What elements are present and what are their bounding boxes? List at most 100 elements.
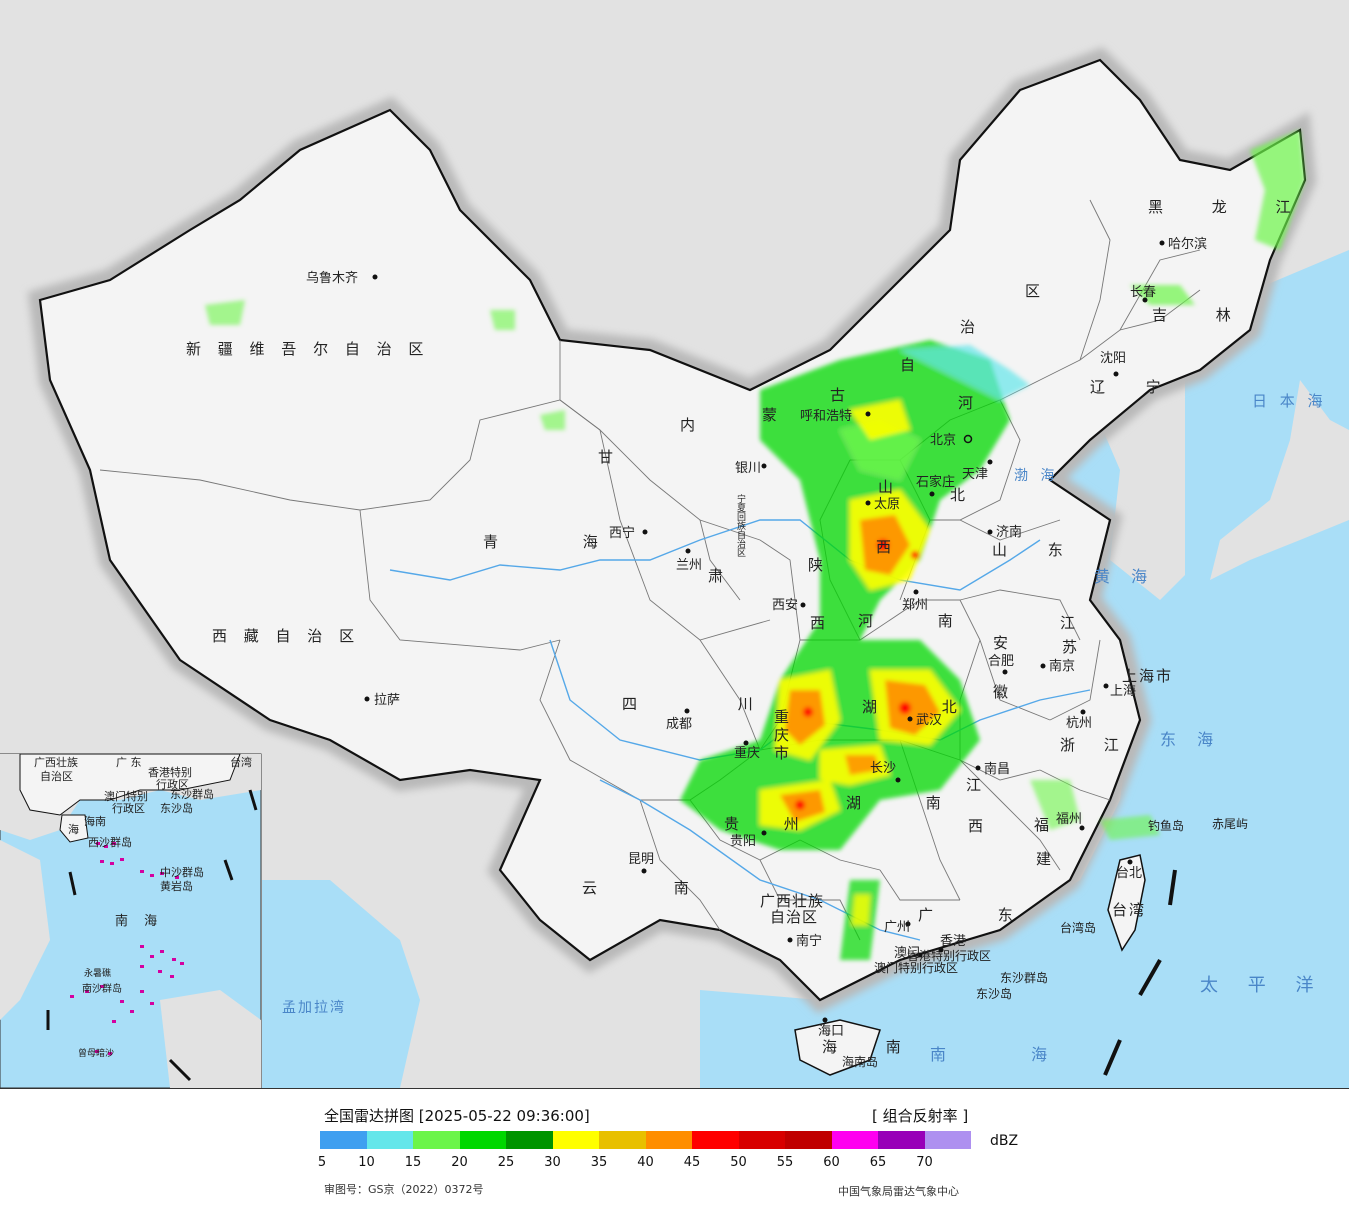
label-zi: 自 bbox=[900, 356, 921, 374]
south-china-sea-inset: 广西壮族 自治区 广 东 海南 海 香港特别 行政区 澳门特别 行政区 东沙群岛… bbox=[0, 753, 262, 1088]
city-changchun: 长春 bbox=[1130, 285, 1156, 300]
label-he: 河 bbox=[958, 394, 979, 412]
label-jiang-xi: 江 bbox=[966, 776, 987, 794]
city-fuzhou: 福州 bbox=[1056, 812, 1082, 827]
label-shandong: 山 东 bbox=[992, 541, 1081, 559]
label-guangxi: 广西壮族 bbox=[760, 892, 824, 910]
inset-label-dongsha: 东沙群岛 bbox=[170, 787, 214, 801]
island-hainan: 海南岛 bbox=[842, 1054, 878, 1069]
inset-label-zhongsha: 中沙群岛 bbox=[160, 865, 204, 879]
inset-label-hai: 海 bbox=[68, 822, 79, 836]
inset-label-guangdong: 广 东 bbox=[116, 756, 142, 769]
color-swatch bbox=[552, 1131, 599, 1149]
label-taiwan: 台湾 bbox=[1112, 901, 1146, 919]
scale-tick-label: 70 bbox=[916, 1155, 933, 1170]
city-nanning: 南宁 bbox=[796, 933, 822, 949]
label-zhejiang: 浙 江 bbox=[1060, 736, 1131, 754]
city-hohhot: 呼和浩特 bbox=[800, 409, 852, 424]
city-lanzhou: 兰州 bbox=[676, 558, 702, 573]
label-jian: 建 bbox=[1036, 850, 1057, 868]
inset-label-taiwan: 台湾 bbox=[230, 755, 252, 769]
label-gan: 甘 bbox=[598, 448, 619, 466]
city-urumqi: 乌鲁木齐 bbox=[306, 270, 358, 286]
inset-label-nansha: 南沙群岛 bbox=[82, 982, 122, 995]
inset-label-dongsha-dao: 东沙岛 bbox=[160, 801, 193, 815]
city-shijiazhuang: 石家庄 bbox=[916, 474, 955, 490]
inset-label-hk: 香港特别 bbox=[148, 765, 192, 779]
city-guiyang: 贵阳 bbox=[730, 834, 756, 849]
label-su: 肃 bbox=[708, 567, 729, 585]
label-hunan: 湖 南 bbox=[846, 794, 971, 812]
color-swatch bbox=[738, 1131, 785, 1149]
city-beijing: 北京 bbox=[930, 433, 956, 448]
label-su-js: 苏 bbox=[1062, 638, 1083, 656]
color-swatch bbox=[506, 1131, 553, 1149]
japan-land bbox=[1210, 380, 1349, 580]
legend-unit: dBZ bbox=[990, 1133, 1019, 1149]
label-an: 安 bbox=[993, 634, 1014, 652]
legend-product: [ 组合反射率 ] bbox=[872, 1107, 969, 1125]
city-taiyuan: 太原 bbox=[874, 497, 900, 512]
label-jilin: 吉 林 bbox=[1152, 306, 1253, 324]
label-guangxi-zzq: 自治区 bbox=[770, 908, 818, 926]
color-swatch bbox=[366, 1131, 413, 1149]
inset-label-guangxi: 广西壮族 bbox=[34, 755, 78, 769]
label-hubei: 湖 北 bbox=[862, 698, 987, 716]
island-dongsha-group: 东沙群岛 bbox=[1000, 970, 1048, 985]
label-shaan: 陕 bbox=[808, 556, 829, 574]
color-swatch bbox=[413, 1131, 460, 1149]
label-henan: 河 南 bbox=[858, 612, 983, 630]
label-ningxia: 宁夏回族自治区 bbox=[735, 493, 746, 557]
sea-area-bengal bbox=[262, 880, 420, 1088]
color-swatch bbox=[459, 1131, 506, 1149]
city-shanghai: 上海 bbox=[1110, 684, 1136, 699]
city-nanjing: 南京 bbox=[1049, 658, 1075, 674]
scale-tick-label: 15 bbox=[404, 1155, 422, 1170]
label-jiang-su: 江 bbox=[1060, 614, 1081, 632]
inset-label-south-sea: 南 海 bbox=[115, 913, 163, 929]
city-lhasa: 拉萨 bbox=[374, 693, 400, 708]
inset-label-hk-sar: 行政区 bbox=[156, 777, 189, 791]
label-qing: 庆 bbox=[774, 726, 795, 744]
label-qinghai: 青 海 bbox=[483, 533, 638, 551]
scale-tick-label: 40 bbox=[637, 1155, 654, 1170]
scale-tick-label: 5 bbox=[317, 1155, 327, 1170]
china-land bbox=[38, 58, 1307, 1002]
island-diaoyu: 钓鱼岛 bbox=[1148, 818, 1184, 833]
city-zhengzhou: 郑州 bbox=[902, 598, 928, 613]
label-yunnan: 云 南 bbox=[582, 879, 725, 897]
color-swatch bbox=[599, 1131, 646, 1149]
sea-japan: 日 本 海 bbox=[1252, 392, 1327, 410]
city-nanchang: 南昌 bbox=[984, 761, 1010, 777]
agency-name: 中国气象局雷达气象中心 bbox=[838, 1185, 959, 1198]
island-dongsha: 东沙岛 bbox=[976, 986, 1012, 1001]
scale-tick-label: 50 bbox=[730, 1155, 747, 1170]
city-chengdu: 成都 bbox=[666, 717, 692, 732]
maritime-boundary-marks bbox=[1103, 869, 1177, 1076]
scale-tick-label: 35 bbox=[590, 1155, 608, 1170]
label-guizhou: 贵 州 bbox=[724, 815, 819, 833]
sea-bengal: 孟加拉湾 bbox=[282, 999, 346, 1016]
city-taipei: 台北 bbox=[1116, 866, 1142, 881]
inset-label-yongshu: 永暑礁 bbox=[84, 967, 111, 979]
city-hangzhou: 杭州 bbox=[1066, 716, 1092, 731]
color-swatch bbox=[831, 1131, 878, 1149]
sea-pacific: 太 平 洋 bbox=[1200, 975, 1325, 996]
legend-panel: 全国雷达拼图 [2025-05-22 09:36:00] [ 组合反射率 ] d… bbox=[0, 1088, 1349, 1209]
map-approval-number: 审图号：GS京（2022）0372号 bbox=[324, 1183, 484, 1196]
city-xian: 西安 bbox=[772, 598, 798, 613]
city-wuhan: 武汉 bbox=[916, 713, 942, 728]
city-macao: 澳门 bbox=[894, 945, 920, 961]
label-bei: 北 bbox=[950, 486, 971, 504]
taiwan-island bbox=[1107, 854, 1146, 952]
inset-label-huangyan: 黄岩岛 bbox=[160, 879, 193, 893]
city-markers bbox=[364, 240, 1165, 1023]
color-swatch bbox=[692, 1131, 739, 1149]
color-swatch bbox=[785, 1131, 832, 1149]
scale-tick-label: 10 bbox=[358, 1155, 375, 1170]
island-taiwan: 台湾岛 bbox=[1060, 920, 1096, 935]
inset-label-macao-sar: 行政区 bbox=[112, 801, 145, 815]
label-shi: 市 bbox=[774, 744, 795, 762]
city-yinchuan: 银川 bbox=[735, 461, 761, 476]
color-swatch bbox=[878, 1131, 925, 1149]
